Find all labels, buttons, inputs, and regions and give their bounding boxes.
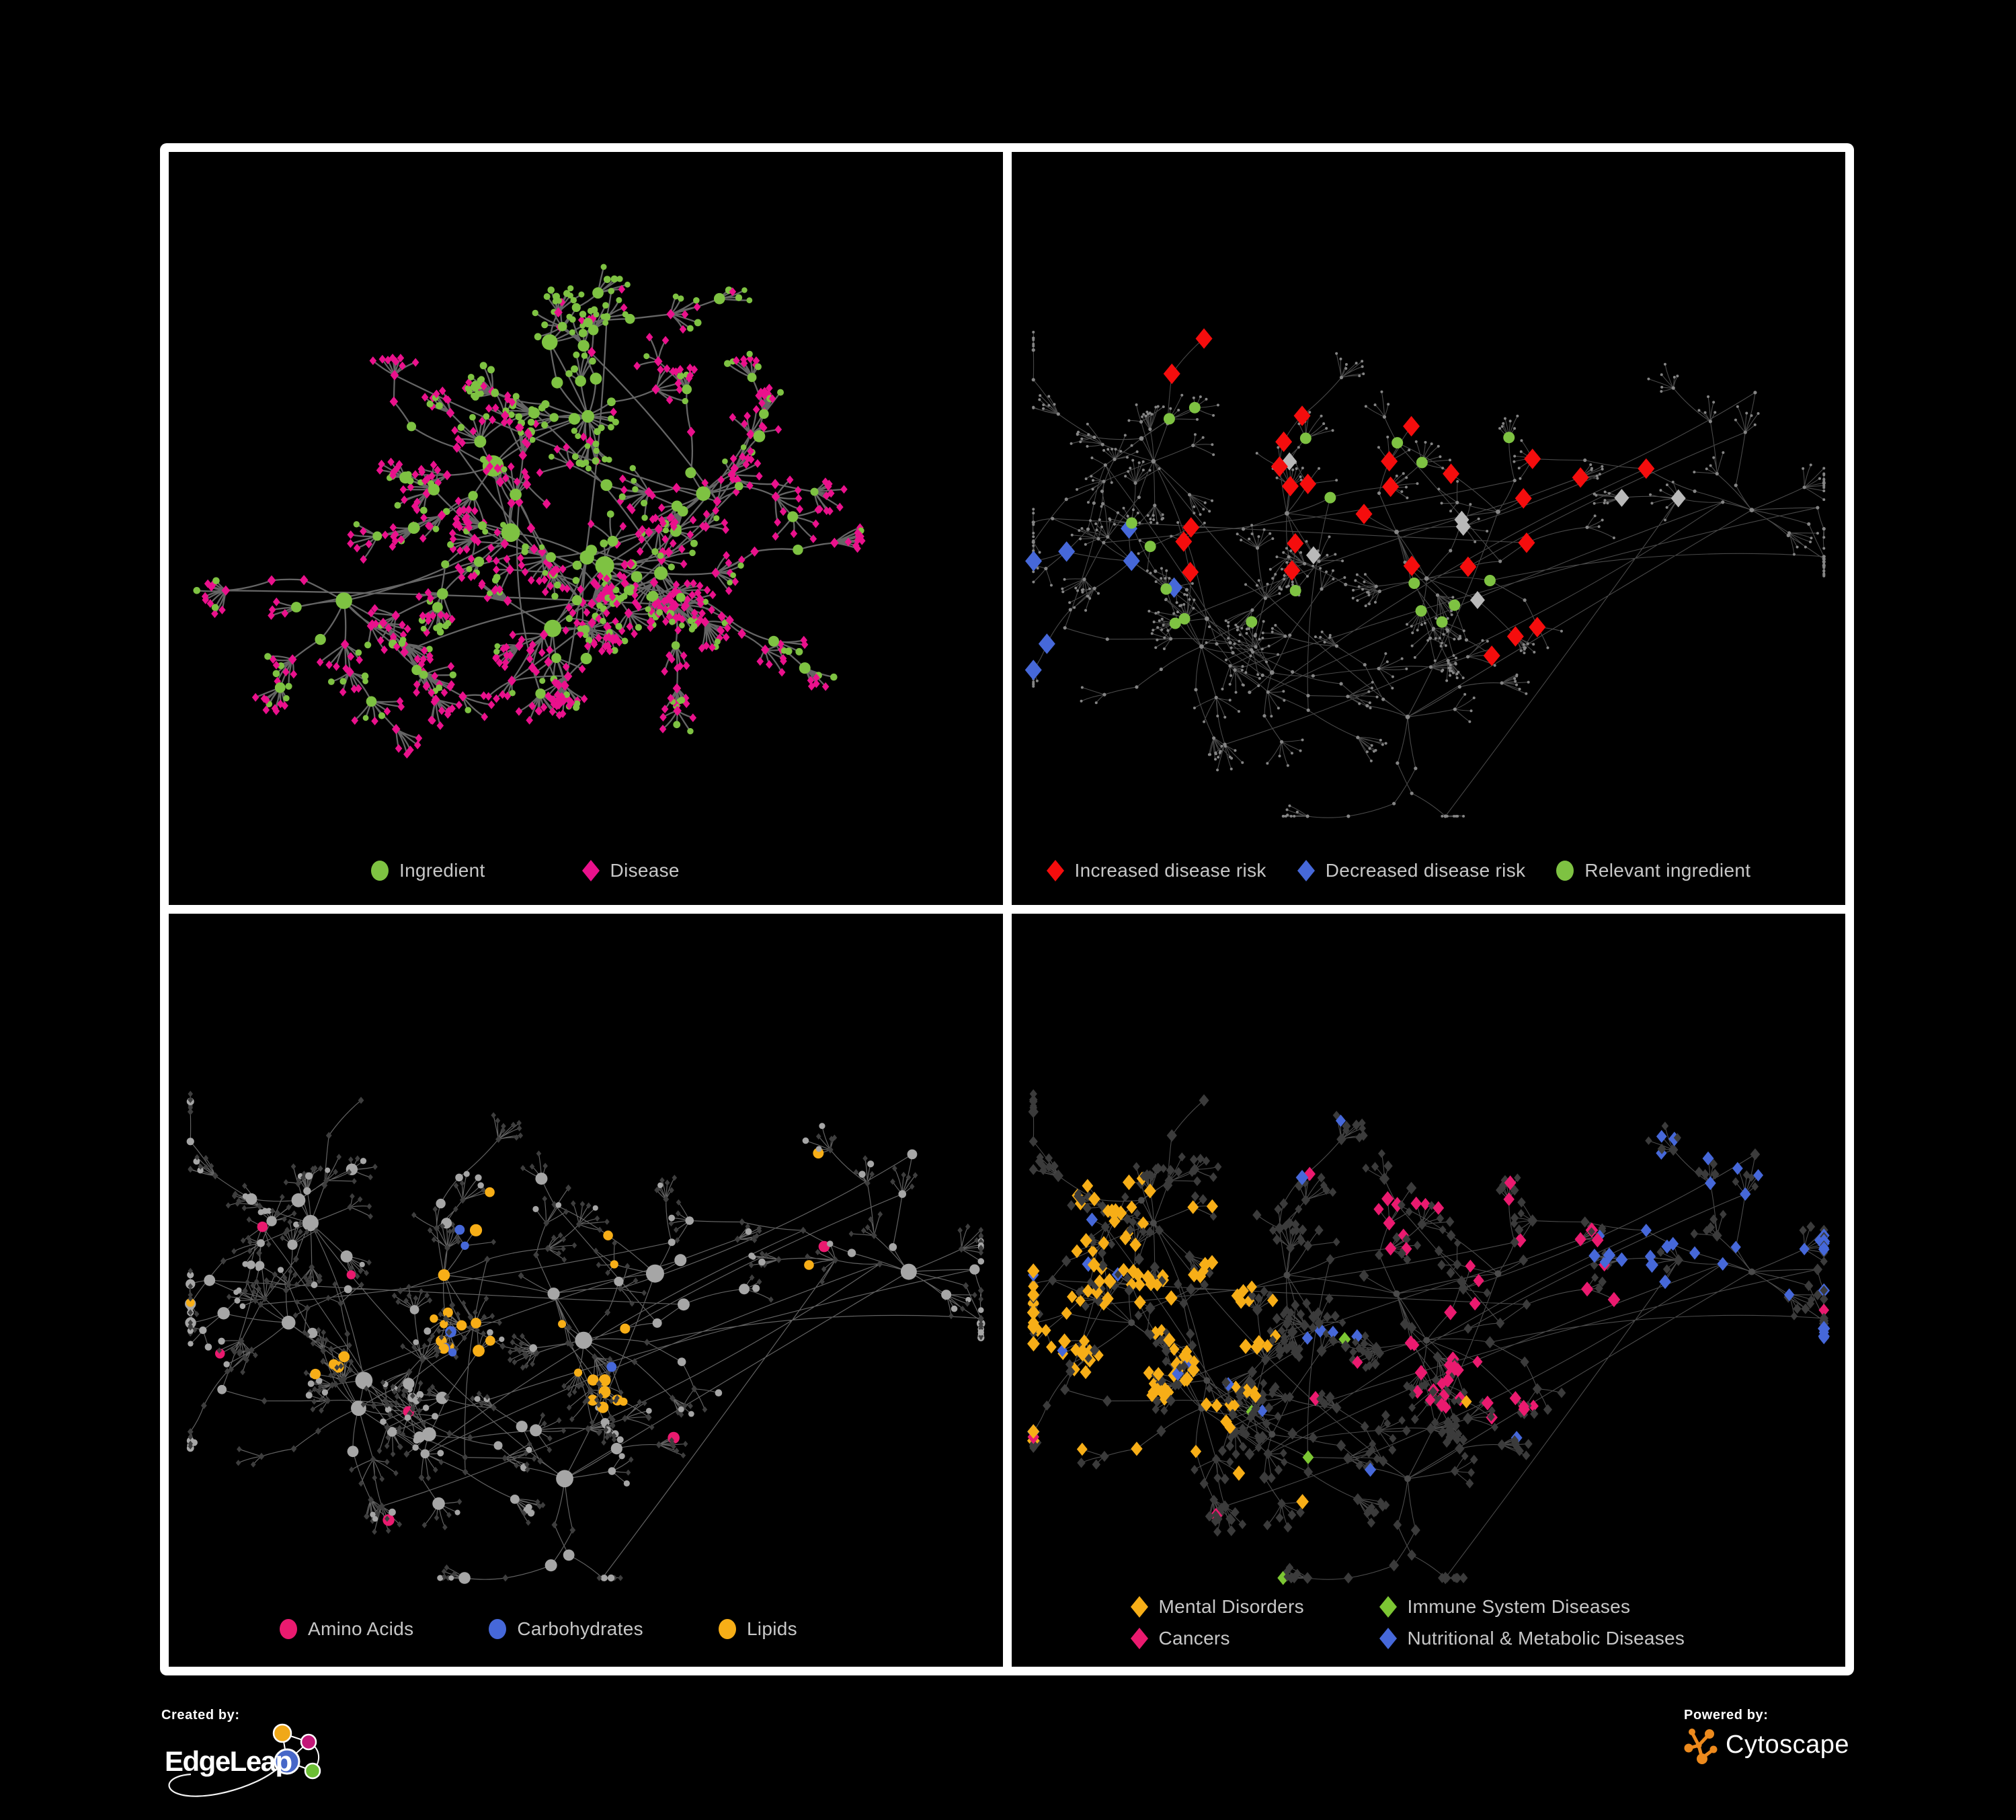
legend-item-carbohydrates: Carbohydrates — [487, 1618, 643, 1640]
legend-item-disease: Disease — [581, 859, 680, 882]
legend-circle-marker — [489, 1619, 507, 1639]
legend-item-mental-disorders: Mental Disorders — [1129, 1595, 1378, 1618]
ingredient-disease-network-graph — [193, 264, 866, 759]
legend-label: Immune System Diseases — [1407, 1596, 1631, 1617]
created-by-label: Created by: — [161, 1708, 240, 1723]
powered-by-block: Powered by: Cytosc — [1684, 1708, 1980, 1795]
network-panel-nutrient-classes: Amino Acids Carbohydrates Lipids — [169, 914, 1003, 1667]
legend-item-increased-disease-risk: Increased disease risk — [1045, 859, 1266, 882]
legend-label: Disease — [610, 860, 680, 881]
cytoscape-wordmark: Cytoscape — [1726, 1730, 1850, 1759]
disease-class-network-graph — [1026, 1089, 1830, 1585]
cytoscape-logo — [1684, 1729, 1718, 1764]
edgeleap-logo-green-node — [304, 1762, 321, 1780]
legend-ingredient-disease: Ingredient Disease — [370, 859, 680, 882]
panel-grid: Ingredient Disease Increased disease risk… — [160, 143, 1854, 1675]
edgeleap-logo — [168, 1723, 321, 1797]
legend-label: Carbohydrates — [517, 1618, 643, 1639]
legend-item-decreased-disease-risk: Decreased disease risk — [1296, 859, 1526, 882]
legend-diamond-marker — [1130, 1596, 1148, 1618]
legend-label: Nutritional & Metabolic Diseases — [1407, 1628, 1685, 1649]
edgeleap-logo-orange-node — [272, 1723, 292, 1743]
legend-circle-marker — [718, 1619, 736, 1639]
legend-label: Ingredient — [399, 860, 485, 881]
edgeleap-logo-blue-node — [274, 1748, 300, 1775]
legend-diamond-marker — [1297, 860, 1315, 881]
network-panel-disease-classes: Mental Disorders Immune System Diseases Ca… — [1011, 914, 1845, 1667]
network-panel-disease-risk: Increased disease risk Decreased disease … — [1011, 152, 1845, 905]
legend-label: Increased disease risk — [1074, 860, 1266, 881]
nutrient-class-network-graph — [185, 1091, 985, 1584]
legend-item-nutritional-metabolic-diseases: Nutritional & Metabolic Diseases — [1378, 1627, 1685, 1650]
legend-disease-risk: Increased disease risk Decreased disease … — [1045, 859, 1751, 882]
legend-label: Amino Acids — [308, 1618, 414, 1639]
legend-item-cancers: Cancers — [1129, 1627, 1378, 1650]
legend-diamond-marker — [1046, 860, 1064, 881]
powered-by-label: Powered by: — [1684, 1708, 1769, 1723]
legend-label: Mental Disorders — [1158, 1596, 1304, 1617]
legend-circle-marker — [1556, 861, 1574, 881]
legend-label: Lipids — [746, 1618, 797, 1639]
legend-circle-marker — [371, 861, 389, 881]
network-panel-ingredient-disease: Ingredient Disease — [169, 152, 1003, 905]
edgeleap-logo-magenta-node — [300, 1733, 317, 1751]
legend-item-immune-system-diseases: Immune System Diseases — [1378, 1595, 1685, 1618]
legend-diamond-marker — [1130, 1628, 1148, 1649]
legend-disease-classes: Mental Disorders Immune System Diseases Ca… — [1129, 1595, 1685, 1650]
legend-label: Decreased disease risk — [1325, 860, 1526, 881]
legend-label: Cancers — [1158, 1628, 1230, 1649]
disease-risk-network-graph — [1024, 328, 1826, 818]
legend-label: Relevant ingredient — [1584, 860, 1751, 881]
edgeleap-wordmark: EdgeLeap — [165, 1745, 292, 1777]
legend-diamond-marker — [1379, 1628, 1397, 1649]
legend-item-ingredient: Ingredient — [370, 859, 485, 882]
created-by-block: Created by: EdgeLeap — [161, 1708, 363, 1815]
legend-nutrient-classes: Amino Acids Carbohydrates Lipids — [278, 1618, 797, 1640]
legend-circle-marker — [280, 1619, 297, 1639]
legend-item-lipids: Lipids — [717, 1618, 797, 1640]
legend-diamond-marker — [581, 860, 600, 881]
legend-item-amino-acids: Amino Acids — [278, 1618, 413, 1640]
legend-diamond-marker — [1379, 1596, 1397, 1618]
legend-item-relevant-ingredient: Relevant ingredient — [1555, 859, 1750, 882]
